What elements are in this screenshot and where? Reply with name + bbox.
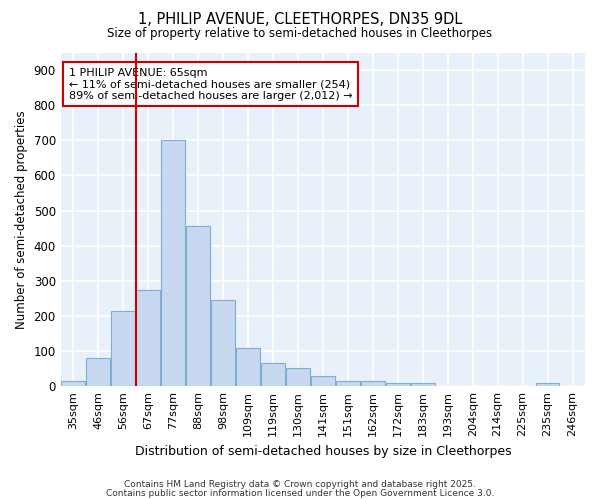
Bar <box>386 383 410 386</box>
Bar <box>211 300 235 386</box>
Bar <box>161 140 185 386</box>
Bar <box>336 381 359 386</box>
Bar <box>536 384 559 386</box>
X-axis label: Distribution of semi-detached houses by size in Cleethorpes: Distribution of semi-detached houses by … <box>134 444 511 458</box>
Text: Contains HM Land Registry data © Crown copyright and database right 2025.: Contains HM Land Registry data © Crown c… <box>124 480 476 489</box>
Bar <box>311 376 335 386</box>
Text: Contains public sector information licensed under the Open Government Licence 3.: Contains public sector information licen… <box>106 489 494 498</box>
Bar <box>111 311 135 386</box>
Bar <box>86 358 110 386</box>
Text: 1 PHILIP AVENUE: 65sqm
← 11% of semi-detached houses are smaller (254)
89% of se: 1 PHILIP AVENUE: 65sqm ← 11% of semi-det… <box>68 68 352 100</box>
Y-axis label: Number of semi-detached properties: Number of semi-detached properties <box>15 110 28 328</box>
Bar <box>136 290 160 386</box>
Bar <box>261 364 285 386</box>
Bar <box>61 381 85 386</box>
Bar <box>286 368 310 386</box>
Bar <box>411 383 434 386</box>
Bar <box>186 226 210 386</box>
Text: Size of property relative to semi-detached houses in Cleethorpes: Size of property relative to semi-detach… <box>107 28 493 40</box>
Text: 1, PHILIP AVENUE, CLEETHORPES, DN35 9DL: 1, PHILIP AVENUE, CLEETHORPES, DN35 9DL <box>138 12 462 28</box>
Bar <box>236 348 260 387</box>
Bar <box>361 381 385 386</box>
